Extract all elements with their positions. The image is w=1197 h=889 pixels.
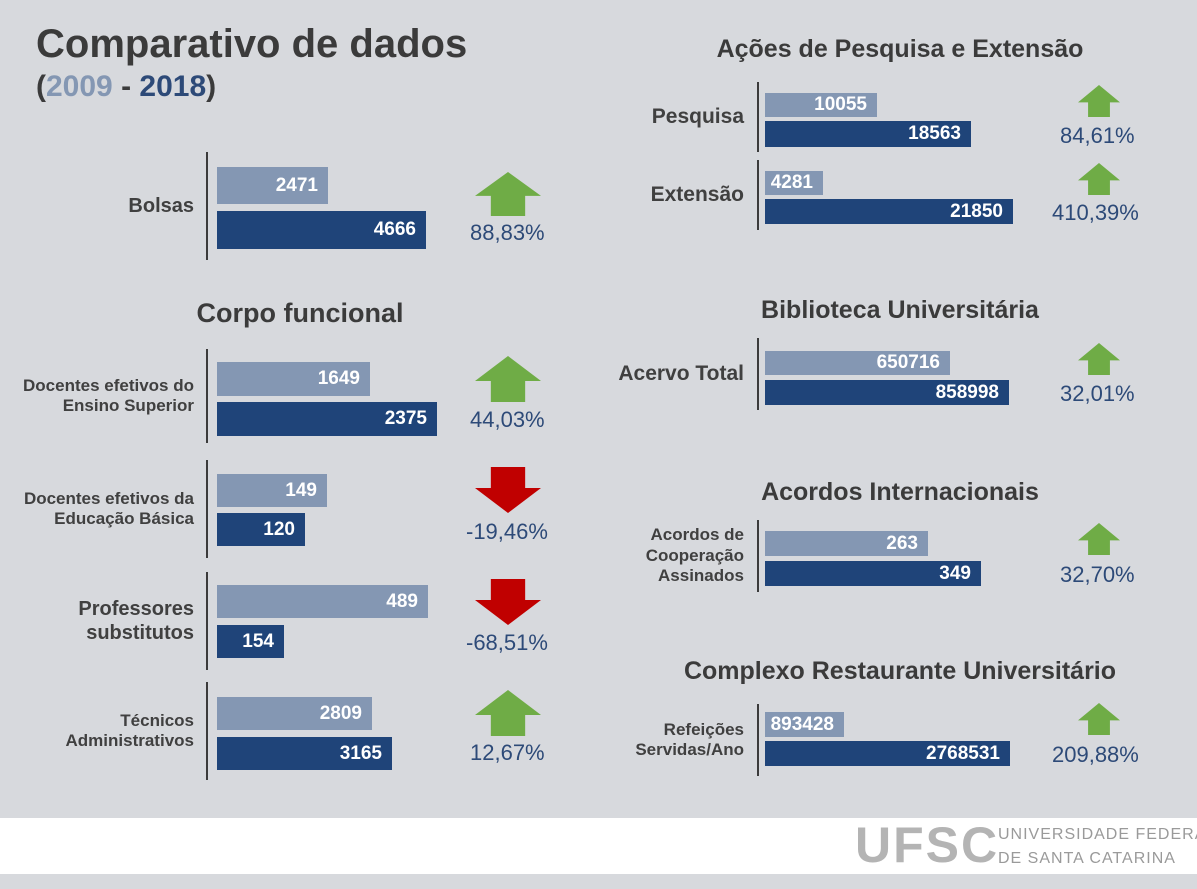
bar-value-label: 2471 [275, 174, 318, 196]
bar-2009-pesquisa: 10055 [765, 93, 877, 117]
footer-band [0, 818, 1197, 874]
section-title-restaurante: Complexo Restaurante Universitário [683, 657, 1117, 685]
arrow-up-icon [1078, 163, 1120, 195]
bar-value-label: 120 [263, 518, 295, 540]
arrow-up-icon [475, 172, 541, 216]
bar-2018-pesquisa: 18563 [765, 121, 971, 147]
arrow-up-icon [1078, 703, 1120, 735]
bar-2009-bolsas: 2471 [217, 167, 328, 204]
bar-2009-docentes-efetivos-da-educacao-basica: 149 [217, 474, 327, 507]
bar-2018-acordos-de-cooperacao-assinados: 349 [765, 561, 981, 586]
axis-line [757, 338, 759, 410]
change-percent: 12,67% [470, 740, 545, 765]
row-label-extensao: Extensão [650, 183, 744, 206]
section-title-biblioteca: Biblioteca Universitária [761, 296, 1039, 324]
subtitle-close-paren: ) [206, 70, 217, 103]
change-percent: -19,46% [466, 519, 548, 544]
row-label-acordos-de-cooperacao-assinados: Acordos de Cooperação Assinados [645, 525, 744, 586]
section-title-acordos: Acordos Internacionais [761, 478, 1039, 506]
bar-2018-professores-substitutos: 154 [217, 625, 284, 658]
row-label-docentes-efetivos-da-educacao-basica: Docentes efetivos da Educação Básica [23, 488, 194, 529]
bar-2009-acervo-total: 650716 [765, 351, 950, 375]
year-end: 2018 [139, 70, 207, 103]
change-percent: 44,03% [470, 407, 545, 432]
bar-2018-tecnicos-administrativos: 3165 [217, 737, 392, 770]
bar-2018-bolsas: 4666 [217, 211, 426, 249]
bar-value-label: 893428 [770, 713, 834, 735]
arrow-up-icon [475, 690, 541, 736]
axis-line [757, 520, 759, 592]
arrow-up-icon [1078, 343, 1120, 375]
change-percent: -68,51% [466, 630, 548, 655]
bar-2018-docentes-efetivos-da-educacao-basica: 120 [217, 513, 305, 546]
bar-value-label: 858998 [935, 381, 999, 403]
bar-value-label: 650716 [876, 352, 940, 373]
bar-value-label: 2768531 [926, 742, 1000, 764]
bar-value-label: 1649 [317, 368, 360, 389]
axis-line [206, 152, 208, 260]
bar-2018-extensao: 21850 [765, 199, 1013, 224]
bar-2009-tecnicos-administrativos: 2809 [217, 697, 372, 730]
bar-2009-acordos-de-cooperacao-assinados: 263 [765, 531, 928, 556]
axis-line [206, 460, 208, 558]
period-subtitle: (2009 - 2018) [36, 70, 216, 104]
change-percent: 32,01% [1060, 381, 1135, 406]
bar-value-label: 149 [285, 479, 317, 501]
arrow-up-icon [1078, 523, 1120, 555]
year-start: 2009 [46, 70, 113, 103]
change-percent: 209,88% [1052, 742, 1139, 767]
row-label-professores-substitutos: Professores substitutos [78, 597, 194, 644]
subtitle-separator: - [112, 70, 140, 103]
page-title: Comparativo de dados [36, 22, 468, 66]
bar-value-label: 2375 [384, 408, 427, 429]
row-label-bolsas: Bolsas [128, 195, 194, 217]
axis-line [757, 704, 759, 776]
row-label-refeicoes-servidas-ano: Refeições Servidas/Ano [635, 719, 744, 760]
change-percent: 410,39% [1052, 200, 1139, 225]
bar-value-label: 2809 [319, 702, 362, 724]
row-label-acervo-total: Acervo Total [618, 362, 744, 385]
arrow-down-icon [475, 579, 541, 625]
university-name-line1: UNIVERSIDADE FEDERAL [998, 826, 1197, 843]
ufsc-logo: UFSC [855, 817, 1000, 873]
bar-2018-acervo-total: 858998 [765, 380, 1009, 405]
arrow-down-icon [475, 467, 541, 513]
arrow-up-icon [475, 356, 541, 402]
bar-value-label: 18563 [908, 123, 961, 144]
arrow-up-icon [1078, 85, 1120, 117]
section-title-pesquisa-extensao: Ações de Pesquisa e Extensão [716, 35, 1084, 63]
bar-value-label: 10055 [814, 94, 867, 115]
bar-value-label: 263 [886, 532, 918, 554]
bar-value-label: 4281 [770, 172, 813, 193]
change-percent: 84,61% [1060, 123, 1135, 148]
row-label-pesquisa: Pesquisa [651, 105, 744, 128]
row-label-tecnicos-administrativos: Técnicos Administrativos [65, 710, 194, 751]
bar-2009-docentes-efetivos-do-ensino-superior: 1649 [217, 362, 370, 396]
bar-2009-extensao: 4281 [765, 171, 823, 195]
bar-value-label: 349 [939, 562, 971, 584]
university-name-line2: DE SANTA CATARINA [998, 850, 1176, 867]
axis-line [206, 682, 208, 780]
bar-value-label: 489 [386, 590, 418, 612]
row-label-docentes-efetivos-do-ensino-superior: Docentes efetivos do Ensino Superior [23, 375, 194, 416]
axis-line [757, 82, 759, 152]
bar-2009-professores-substitutos: 489 [217, 585, 428, 618]
bar-2018-docentes-efetivos-do-ensino-superior: 2375 [217, 402, 437, 436]
bar-value-label: 4666 [373, 219, 416, 240]
axis-line [206, 349, 208, 443]
bar-2018-refeicoes-servidas-ano: 2768531 [765, 741, 1010, 766]
axis-line [757, 160, 759, 230]
bar-value-label: 154 [242, 630, 274, 652]
change-percent: 32,70% [1060, 562, 1135, 587]
section-title-corpo-funcional: Corpo funcional [196, 298, 404, 328]
bar-value-label: 3165 [339, 742, 382, 764]
bar-2009-refeicoes-servidas-ano: 893428 [765, 712, 844, 737]
bar-value-label: 21850 [950, 200, 1003, 222]
change-percent: 88,83% [470, 220, 545, 245]
subtitle-open-paren: ( [36, 70, 46, 103]
axis-line [206, 572, 208, 670]
